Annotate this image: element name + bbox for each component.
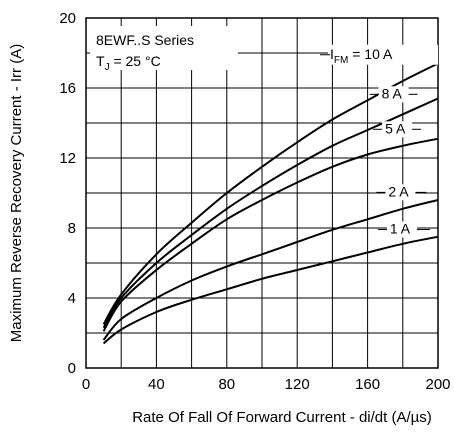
y-tick-label: 8 [68,220,76,237]
x-tick-label: 120 [285,376,310,393]
x-tick-label: 200 [425,376,450,393]
curve-label-background [378,86,409,103]
curve-label-background [386,221,417,238]
curves [102,62,439,345]
annotation-background [90,26,238,70]
y-tick-label: 0 [68,360,76,377]
curve-label-series-1: 8 A [382,85,403,101]
temperature-annotation: TJ = 25 °C [96,53,161,73]
curve-label-background [385,184,416,201]
tick-labels: 0 40 80 120 160 200 0 4 8 12 16 20 [59,10,450,393]
curve-series-4 [102,235,439,345]
y-axis-label: Maximum Reverse Recovery Current - Irr (… [8,44,25,342]
temperature-value: = 25 °C [110,53,161,69]
x-tick-label: 40 [148,376,165,393]
x-tick-label: 80 [218,376,235,393]
x-tick-label: 160 [355,376,380,393]
y-tick-label: 16 [59,80,76,97]
curve-series-2 [102,137,439,332]
plot-frame [85,17,439,369]
grid [86,18,438,368]
x-axis-label: Rate Of Fall Of Forward Current - di/dt … [132,409,432,426]
curve-label-series-0: IFM = 10 A [330,46,393,66]
temperature-symbol: T [96,53,105,69]
chart-annotation: 8EWF..S Series TJ = 25 °C [90,26,238,73]
y-tick-label: 4 [68,290,76,307]
curve-label-value: = 10 A [348,46,393,62]
curve-series-1 [102,97,439,329]
y-tick-label: 12 [59,150,76,167]
curve-label-series-3: 2 A [388,183,409,199]
curve-label-background [328,44,438,65]
curve-labels: IFM = 10 A 8 A 5 A 2 A 1 A [320,44,438,238]
curve-label-series-4: 1 A [390,221,411,237]
curve-label-background [382,121,413,138]
curve-series-3 [102,199,439,341]
series-annotation: 8EWF..S Series [96,32,194,48]
x-tick-label: 0 [82,376,90,393]
curve-label-series-2: 5 A [385,120,406,136]
y-tick-label: 20 [59,10,76,27]
curve-label-symbol: I [330,46,334,62]
curve-label-subscript: FM [334,55,348,66]
temperature-subscript: J [105,62,110,73]
